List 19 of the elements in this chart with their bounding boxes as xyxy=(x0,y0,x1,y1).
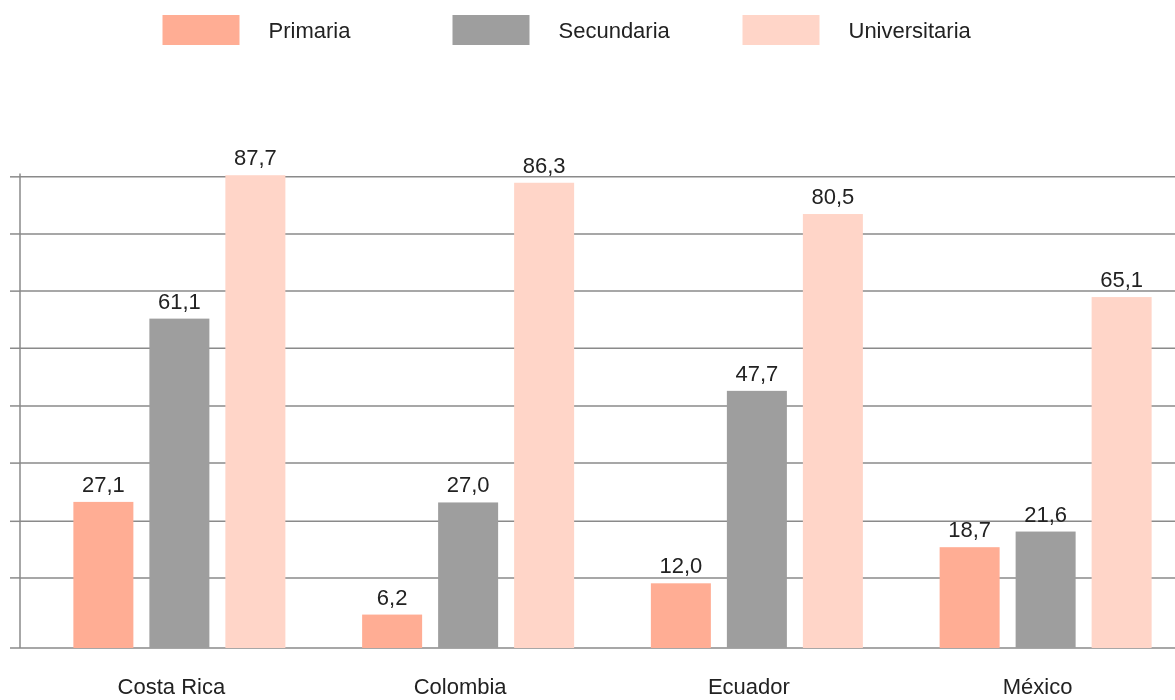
data-label: 21,6 xyxy=(1024,501,1068,527)
data-label: 12,0 xyxy=(659,553,703,579)
data-label: 47,7 xyxy=(735,360,779,386)
data-label: 61,1 xyxy=(157,288,201,314)
legend-label: Primaria xyxy=(268,17,352,43)
x-tick-label: Costa Rica xyxy=(117,674,226,699)
x-tick-label: Colombia xyxy=(413,674,508,699)
x-tick-label: Ecuador xyxy=(707,674,790,699)
data-label: 18,7 xyxy=(948,517,992,543)
x-tick-label: México xyxy=(1002,674,1073,699)
data-label: 27,0 xyxy=(446,472,490,498)
data-label: 86,3 xyxy=(522,152,566,178)
data-label: 80,5 xyxy=(811,184,855,210)
legend-label: Universitaria xyxy=(848,17,972,43)
legend-label: Secundaria xyxy=(558,17,671,43)
data-label: 6,2 xyxy=(376,584,408,610)
data-label: 65,1 xyxy=(1100,267,1144,293)
data-label: 87,7 xyxy=(233,145,277,171)
data-label: 27,1 xyxy=(81,471,125,497)
